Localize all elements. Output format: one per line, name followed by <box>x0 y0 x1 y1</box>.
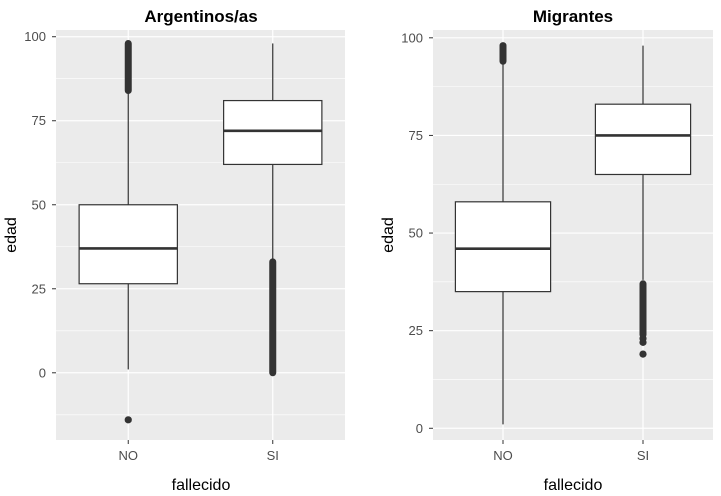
x-tick-label-no: NO <box>493 448 513 463</box>
chart-title: Migrantes <box>533 7 613 26</box>
x-axis-title: fallecido <box>172 477 231 494</box>
y-axis-title: edad <box>380 217 397 253</box>
y-tick-label: 100 <box>24 29 46 44</box>
y-axis-title: edad <box>3 217 20 253</box>
x-tick-label-si: SI <box>637 448 649 463</box>
x-tick-label-no: NO <box>119 448 139 463</box>
y-tick-label: 25 <box>409 323 423 338</box>
y-tick-label: 50 <box>32 197 46 212</box>
x-tick-label-si: SI <box>267 448 279 463</box>
box-iqr <box>454 201 552 293</box>
box-no <box>78 39 178 424</box>
y-tick-label: 0 <box>416 421 423 436</box>
chart-panel-1: 0 25 50 75 100 NO SI Argentinos/as fallecido edad <box>3 7 345 494</box>
y-tick-label: 0 <box>39 365 46 380</box>
outlier-point <box>124 416 132 424</box>
y-tick-label: 50 <box>409 226 423 241</box>
y-tick-label: 75 <box>409 128 423 143</box>
box-iqr <box>594 103 692 176</box>
y-tick-label: 100 <box>401 30 423 45</box>
box-iqr <box>78 204 178 285</box>
outlier-point <box>639 350 647 358</box>
y-tick-label: 25 <box>32 281 46 296</box>
chart-title: Argentinos/as <box>144 7 257 26</box>
box-iqr <box>223 99 323 166</box>
outlier-point <box>639 338 647 346</box>
y-tick-label: 75 <box>32 113 46 128</box>
box-no <box>454 42 552 425</box>
chart-panel-2: 0 25 50 75 100 NO SI Migrantes fallecido edad <box>380 7 713 494</box>
x-axis-title: fallecido <box>544 477 603 494</box>
box-si <box>594 45 692 358</box>
box-si <box>223 43 323 377</box>
